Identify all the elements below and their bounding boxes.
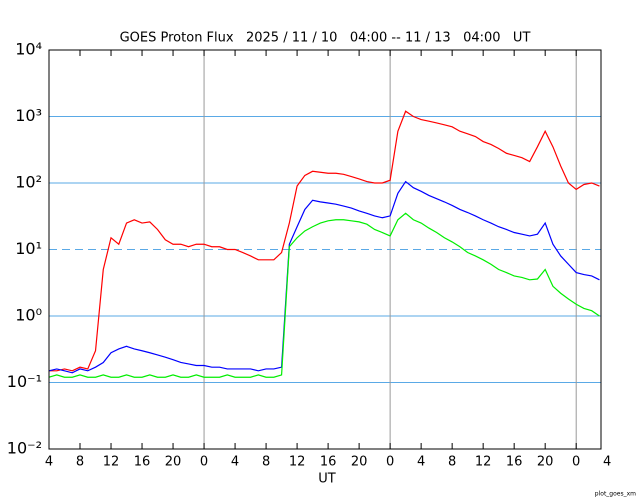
x-tick-label: 20 — [165, 455, 182, 470]
plot-frame — [48, 49, 602, 450]
x-tick-label: 4 — [45, 455, 53, 470]
x-axis-label: UT — [318, 472, 336, 487]
y-tick-label: 10² — [15, 173, 42, 192]
chart-title: GOES Proton Flux 2025 / 11 / 10 04:00 --… — [120, 31, 531, 46]
x-tick-label: 0 — [200, 455, 208, 470]
y-tick-label: 10⁴ — [15, 40, 42, 59]
series-line — [48, 180, 600, 374]
x-tick-label: 0 — [572, 455, 580, 470]
x-tick-label: 16 — [506, 455, 523, 470]
grid — [48, 49, 601, 450]
x-tick-label: 12 — [475, 455, 492, 470]
series-line — [49, 110, 600, 372]
plot-lines — [48, 110, 600, 378]
x-tick-label: 20 — [537, 455, 554, 470]
footer: plot_goes_xm — [595, 491, 636, 498]
x-tick-label: 16 — [134, 455, 151, 470]
y-tick-label: 10³ — [15, 106, 42, 125]
x-tick-label: 4 — [231, 455, 239, 470]
x-tick-label: 8 — [76, 455, 84, 470]
y-tick-label: 10⁰ — [15, 306, 42, 325]
x-tick-label: 12 — [289, 455, 306, 470]
x-tick-label: 12 — [103, 455, 120, 470]
x-tick-label: 0 — [386, 455, 394, 470]
y-tick-label: 10⁻¹ — [7, 372, 42, 391]
x-tick-label: 16 — [320, 455, 337, 470]
x-tick-label: 8 — [448, 455, 456, 470]
y-tick-label: 10⁻² — [7, 439, 42, 458]
x-tick-label: 4 — [417, 455, 425, 470]
y-tick-label: 10¹ — [15, 239, 42, 258]
x-tick-label: 4 — [603, 455, 611, 470]
x-tick-label: 20 — [351, 455, 368, 470]
x-tick-label: 8 — [262, 455, 270, 470]
series-line — [48, 212, 600, 378]
